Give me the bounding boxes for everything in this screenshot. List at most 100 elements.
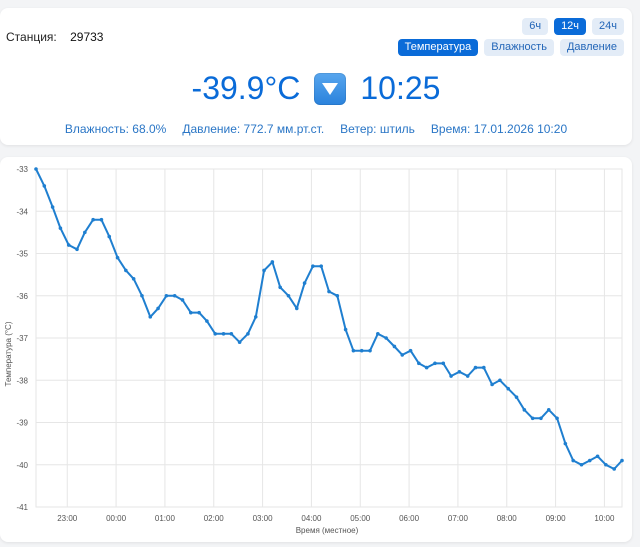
data-point bbox=[286, 293, 291, 298]
data-point bbox=[197, 310, 201, 315]
temperature-series-line bbox=[35, 168, 623, 470]
data-point bbox=[376, 331, 380, 336]
data-point bbox=[91, 217, 95, 222]
x-tick-label: 08:00 bbox=[497, 514, 518, 523]
data-point bbox=[58, 226, 63, 230]
data-point bbox=[441, 361, 446, 366]
data-point bbox=[351, 348, 356, 353]
data-point bbox=[424, 365, 429, 370]
data-point bbox=[359, 348, 364, 353]
data-point bbox=[417, 361, 421, 366]
chart-panel: -33 -34 -35 -36 -37 -38 -39 -40 -41 23:00 00:00 01:… bbox=[0, 157, 632, 542]
y-tick-label: -41 bbox=[16, 503, 28, 512]
data-point bbox=[408, 348, 413, 353]
current-temperature: -39.9°C bbox=[191, 70, 301, 106]
data-point bbox=[343, 327, 348, 332]
x-tick-label: 00:00 bbox=[106, 514, 127, 523]
data-point bbox=[50, 205, 55, 209]
range-24h-button[interactable]: 24ч bbox=[592, 18, 624, 35]
data-point bbox=[539, 416, 543, 421]
x-tick-label: 07:00 bbox=[448, 514, 469, 523]
data-point bbox=[449, 374, 453, 378]
data-point bbox=[180, 298, 185, 302]
data-point bbox=[115, 255, 120, 260]
temperature-chart: -33 -34 -35 -36 -37 -38 -39 -40 -41 23:00 00:00 01:… bbox=[4, 165, 624, 535]
x-axis-label: Время (местное) bbox=[296, 526, 359, 535]
data-point bbox=[392, 344, 397, 349]
data-point bbox=[522, 408, 527, 412]
metric-temperature-button[interactable]: Температура bbox=[397, 39, 479, 56]
time-range-selector: 6ч 12ч 24ч bbox=[522, 18, 624, 35]
down-arrow-icon bbox=[314, 72, 347, 105]
x-tick-label: 10:00 bbox=[594, 514, 615, 523]
y-tick-label: -39 bbox=[16, 419, 28, 428]
data-point bbox=[327, 289, 331, 294]
data-point bbox=[514, 395, 519, 399]
current-reading: -39.9°C 10:25 bbox=[0, 70, 632, 107]
data-point bbox=[83, 230, 87, 235]
y-tick-label: -33 bbox=[16, 165, 28, 174]
data-point bbox=[490, 382, 494, 387]
data-point bbox=[400, 353, 405, 357]
metric-pressure-button[interactable]: Давление bbox=[559, 39, 624, 56]
x-tick-label: 02:00 bbox=[204, 514, 225, 523]
data-point bbox=[229, 331, 234, 336]
y-tick-label: -35 bbox=[16, 250, 28, 259]
data-point bbox=[563, 441, 568, 446]
data-point bbox=[213, 331, 218, 336]
metric-humidity-button[interactable]: Влажность bbox=[484, 39, 554, 56]
observation-time-text: Время: 17.01.2026 10:20 bbox=[430, 122, 568, 136]
data-point bbox=[433, 361, 437, 366]
data-point bbox=[124, 268, 128, 273]
data-point bbox=[595, 454, 600, 459]
x-tick-label: 04:00 bbox=[301, 514, 322, 523]
data-point bbox=[278, 285, 282, 290]
data-point bbox=[612, 467, 616, 471]
data-point bbox=[506, 386, 511, 391]
station-info: Станция: 29733 bbox=[6, 30, 103, 44]
x-tick-label: 03:00 bbox=[253, 514, 274, 523]
data-point bbox=[34, 167, 38, 171]
data-point bbox=[237, 340, 242, 345]
y-tick-label: -40 bbox=[16, 461, 28, 470]
y-axis-label: Температура (°C) bbox=[4, 321, 13, 386]
x-tick-label: 06:00 bbox=[399, 514, 420, 523]
data-point bbox=[66, 243, 71, 247]
data-point bbox=[172, 293, 177, 298]
humidity-text: Влажность: 68.0% bbox=[64, 122, 167, 136]
pressure-text: Давление: 772.7 мм.рт.ст. bbox=[182, 122, 325, 136]
x-tick-label: 05:00 bbox=[350, 514, 371, 523]
data-point bbox=[311, 264, 315, 268]
data-point bbox=[107, 234, 112, 239]
data-point bbox=[189, 310, 193, 315]
data-point bbox=[473, 365, 478, 370]
current-time: 10:25 bbox=[360, 70, 441, 106]
station-id: 29733 bbox=[70, 30, 104, 44]
data-point bbox=[99, 217, 104, 222]
data-point bbox=[148, 315, 153, 319]
range-6h-button[interactable]: 6ч bbox=[522, 18, 549, 35]
data-point bbox=[156, 306, 160, 311]
data-point bbox=[604, 462, 608, 467]
data-point bbox=[465, 374, 470, 378]
data-point bbox=[620, 458, 624, 463]
data-point bbox=[294, 306, 299, 311]
data-point bbox=[75, 247, 79, 252]
data-point bbox=[164, 293, 169, 298]
data-point bbox=[368, 348, 372, 353]
data-point bbox=[482, 365, 486, 370]
station-label: Станция: bbox=[6, 30, 57, 44]
data-point bbox=[555, 416, 559, 421]
data-point bbox=[498, 378, 502, 383]
y-tick-label: -34 bbox=[16, 207, 28, 216]
data-point bbox=[253, 315, 258, 319]
data-point bbox=[335, 293, 340, 298]
data-point bbox=[571, 458, 575, 463]
range-12h-button[interactable]: 12ч bbox=[554, 18, 587, 35]
y-tick-label: -36 bbox=[16, 292, 28, 301]
data-point bbox=[530, 416, 535, 421]
x-tick-label: 09:00 bbox=[546, 514, 567, 523]
data-point bbox=[42, 184, 47, 188]
data-point bbox=[319, 264, 323, 268]
data-point bbox=[131, 277, 136, 281]
